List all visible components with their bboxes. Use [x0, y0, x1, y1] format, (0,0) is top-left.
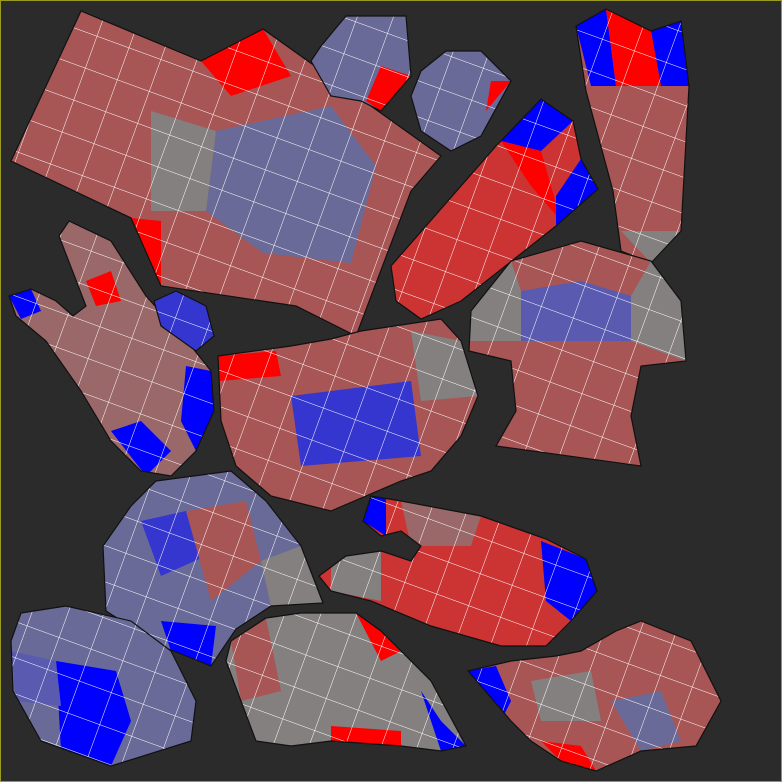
- island-outline: [468, 240, 687, 467]
- island-outline: [217, 318, 479, 512]
- island-outline: [410, 50, 512, 152]
- island-outline: [153, 290, 215, 352]
- island-outline: [10, 10, 442, 337]
- island-outline: [466, 620, 722, 772]
- island-outline: [10, 605, 197, 767]
- island-outline: [318, 495, 598, 647]
- island-outline: [390, 98, 599, 320]
- island-outline: [8, 220, 215, 477]
- island-outline: [225, 612, 467, 752]
- island-outline: [310, 15, 412, 112]
- island-outline: [102, 470, 324, 667]
- island-outline: [575, 8, 690, 264]
